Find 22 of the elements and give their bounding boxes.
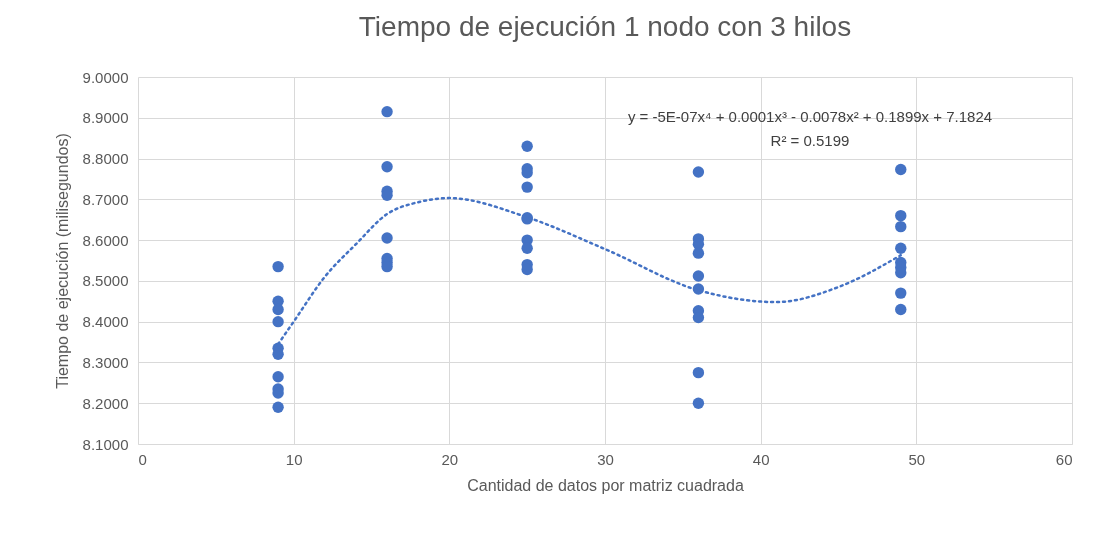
y-tick-label: 8.1000 (82, 435, 129, 453)
x-tick-label: 20 (441, 450, 459, 468)
x-tick-label: 30 (597, 450, 614, 468)
y-tick-label: 8.8000 (82, 150, 129, 168)
x-tick-label: 40 (752, 450, 770, 468)
y-tick-label: 8.2000 (82, 394, 129, 412)
y-tick-label: 8.3000 (82, 353, 129, 371)
x-tick-label: 10 (285, 450, 303, 468)
y-tick-label: 8.9000 (82, 109, 129, 127)
x-axis-title: Cantidad de datos por matriz cuadrada (467, 476, 744, 494)
y-axis-title: Tiempo de ejecución (milisegundos) (53, 133, 71, 389)
x-tick-label: 50 (908, 450, 926, 468)
chart-title: Tiempo de ejecución 1 nodo con 3 hilos (358, 11, 852, 42)
y-tick-label: 9.0000 (82, 68, 129, 86)
x-tick-label: 0 (138, 450, 147, 468)
annotation: y = -5E-07x⁴ + 0.0001x³ - 0.0078x² + 0.1899x + 7.1824 (627, 108, 993, 125)
y-tick-label: 8.4000 (82, 313, 129, 331)
y-tick-label: 8.6000 (82, 231, 129, 249)
x-tick-label: 60 (1055, 450, 1073, 468)
y-tick-label: 8.7000 (82, 190, 129, 208)
y-tick-label: 8.5000 (82, 272, 129, 290)
annotation: R² = 0.5199 (770, 132, 850, 149)
